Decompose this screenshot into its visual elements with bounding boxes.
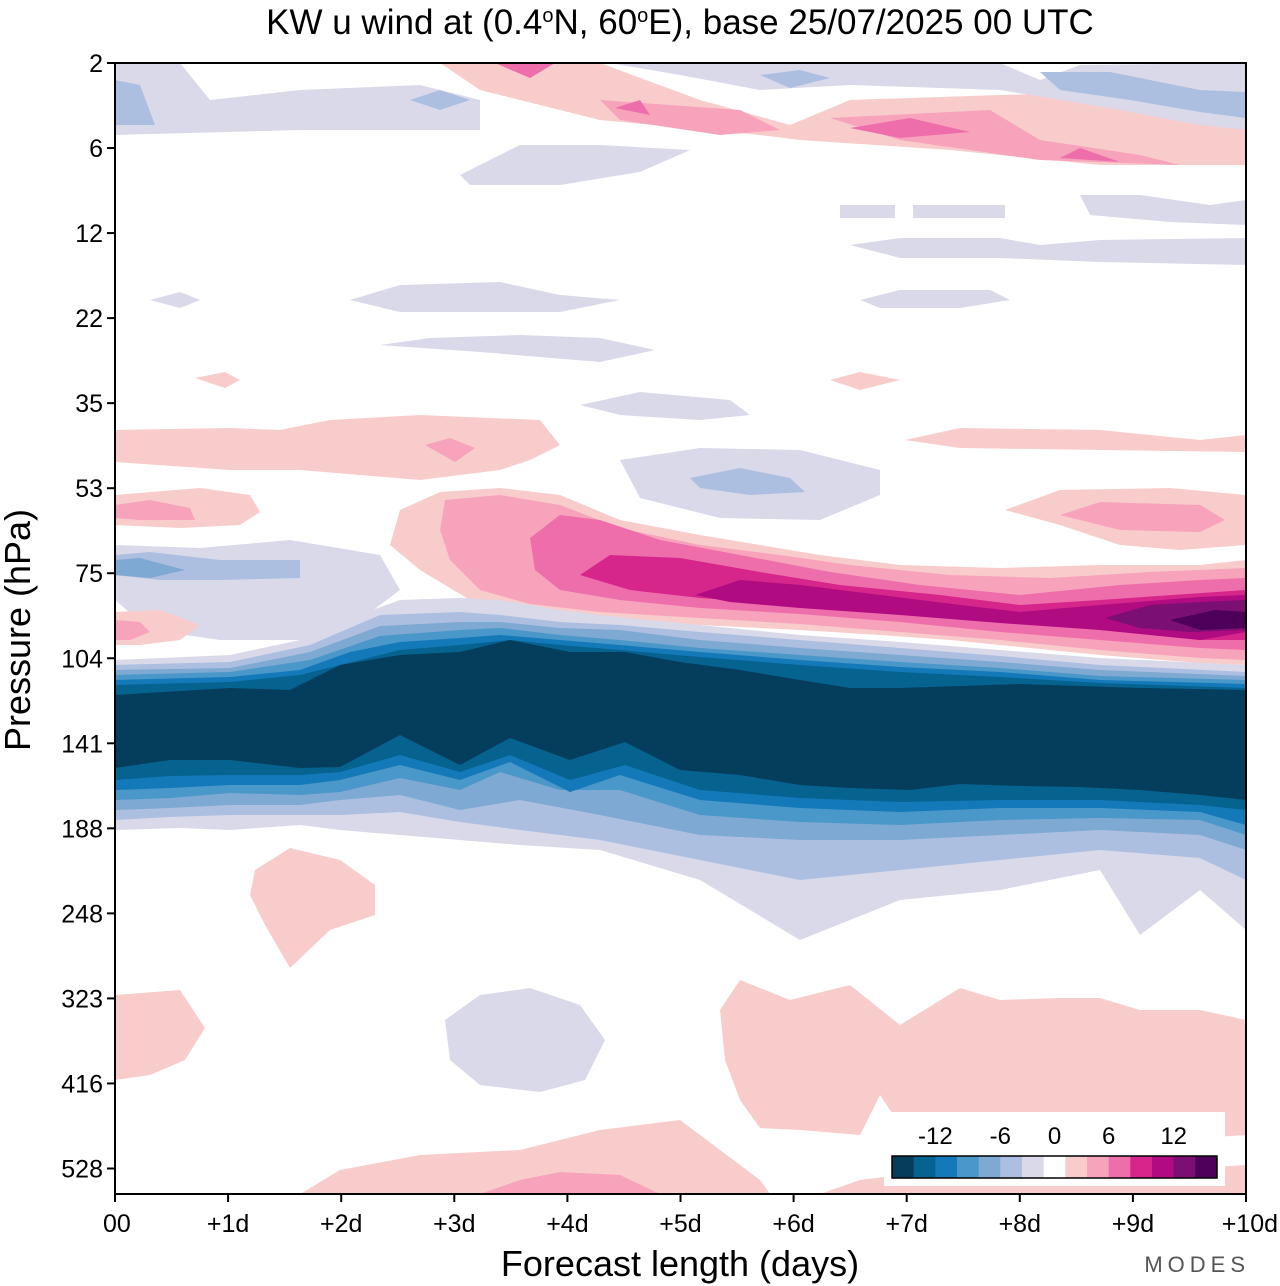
y-tick-label: 53 <box>75 475 103 503</box>
colorbar-swatch <box>892 1156 915 1178</box>
contour-tropo-westerly-4 <box>300 1120 770 1194</box>
contour-tropo-westerly-1 <box>250 848 375 968</box>
y-tick-label: 416 <box>61 1070 103 1098</box>
y-tick-label: 248 <box>61 900 103 928</box>
contour-mid-westerly-1 <box>195 372 240 388</box>
colorbar-swatch <box>957 1156 980 1178</box>
x-tick-label: +1d <box>207 1210 249 1238</box>
contour-upper-easterly-5 <box>760 70 830 88</box>
contour-upper-westerly-7 <box>495 63 555 78</box>
contour-upper-westerly-6 <box>1060 148 1120 162</box>
x-axis: 00 +1d +2d +3d +4d +5d +6d +7d +8d +9d +10d <box>103 1194 1278 1238</box>
colorbar: -12 -6 0 6 12 <box>884 1112 1225 1186</box>
contour-upper-easterly-6 <box>1040 72 1246 118</box>
colorbar-label: 0 <box>1048 1123 1061 1150</box>
x-tick-label: +6d <box>772 1210 814 1238</box>
x-tick-label: +7d <box>885 1210 927 1238</box>
contour-mid-westerly-3 <box>905 428 1246 452</box>
contour-tropo-westerly-3 <box>720 980 1246 1138</box>
contour-mid-easterly-3 <box>150 292 200 308</box>
contour-mid-easterly-2 <box>350 282 620 312</box>
colorbar-swatch <box>1173 1156 1196 1178</box>
colorbar-swatch <box>978 1156 1001 1178</box>
colorbar-label: -12 <box>918 1123 953 1150</box>
y-tick-label: 2 <box>89 50 103 78</box>
colorbar-swatch <box>1087 1156 1110 1178</box>
contour-upper-easterly-7 <box>460 145 690 185</box>
y-tick-label: 323 <box>61 985 103 1013</box>
y-tick-label: 528 <box>61 1155 103 1183</box>
y-tick-label: 6 <box>89 135 103 163</box>
y-tick-label: 22 <box>75 305 103 333</box>
contour-easterly-band-2 <box>690 468 805 495</box>
chart-title: KW u wind at (0.4oN, 60oE), base 25/07/2… <box>266 3 1094 42</box>
colorbar-swatch <box>1043 1156 1066 1178</box>
colorbar-swatch <box>1152 1156 1175 1178</box>
contour-easterly-75-3 <box>115 558 185 578</box>
x-tick-label: +5d <box>659 1210 701 1238</box>
colorbar-swatch <box>1065 1156 1088 1178</box>
contour-upper-westerly-4 <box>850 118 970 138</box>
contour-tropo-easterly-1 <box>445 988 605 1092</box>
y-tick-label: 75 <box>75 560 103 588</box>
x-tick-label: +4d <box>546 1210 588 1238</box>
colorbar-swatch <box>1130 1156 1153 1178</box>
colorbar-swatch <box>1022 1156 1045 1178</box>
contour-westerly-band-2 <box>425 438 475 462</box>
y-axis: 2 6 12 22 35 53 75 104 141 188 248 323 416 528 <box>61 50 115 1183</box>
colorbar-frame <box>891 1155 1218 1179</box>
contour-jet-westerly-7 <box>1170 610 1246 630</box>
colorbar-swatch <box>1000 1156 1023 1178</box>
contour-upper-easterly-2 <box>115 80 155 125</box>
x-tick-label: +2d <box>320 1210 362 1238</box>
contour-mid-easterly-5 <box>380 335 655 362</box>
colorbar-swatch <box>935 1156 958 1178</box>
contour-upper-easterly-8 <box>1080 195 1246 225</box>
contour-upper-easterly-3 <box>410 90 470 110</box>
contour-upper-easterly-9 <box>840 205 895 218</box>
x-tick-label: +3d <box>433 1210 475 1238</box>
contour-tropo-westerly-5 <box>480 1172 660 1194</box>
contour-jet-westerly-5 <box>695 580 1246 640</box>
colorbar-swatch <box>913 1156 936 1178</box>
y-tick-label: 104 <box>61 645 103 673</box>
x-tick-label: 00 <box>103 1210 131 1238</box>
contour-westerly-left-2 <box>115 500 195 520</box>
y-axis-label: Pressure (hPa) <box>0 509 38 751</box>
contour-westerly-88-2 <box>115 620 150 640</box>
contour-upper-westerly-1 <box>440 63 1246 165</box>
contour-upper-easterly-10 <box>913 205 1005 218</box>
contour-mid-easterly-4 <box>860 290 1010 308</box>
y-tick-label: 35 <box>75 390 103 418</box>
contour-westerly-right-2 <box>1060 502 1225 532</box>
colorbar-label: 6 <box>1102 1123 1115 1150</box>
colorbar-swatch <box>1195 1156 1218 1178</box>
x-tick-label: +8d <box>999 1210 1041 1238</box>
contour-mid-easterly-6 <box>580 392 750 420</box>
contour-upper-easterly-1 <box>115 63 480 135</box>
plot-area <box>115 63 1246 1194</box>
modes-watermark: MODES <box>1144 1252 1250 1277</box>
contour-tropo-westerly-2 <box>115 990 205 1080</box>
y-tick-label: 12 <box>75 220 103 248</box>
x-tick-label: +9d <box>1112 1210 1154 1238</box>
contour-jet-easterly-core <box>115 640 1246 800</box>
contour-mid-easterly-1 <box>850 238 1246 265</box>
y-tick-label: 188 <box>61 815 103 843</box>
contour-mid-westerly-2 <box>830 372 900 390</box>
colorbar-label: 12 <box>1160 1123 1187 1150</box>
colorbar-label: -6 <box>990 1123 1011 1150</box>
colorbar-swatch <box>1108 1156 1131 1178</box>
x-axis-label: Forecast length (days) <box>501 1243 859 1284</box>
contour-upper-westerly-5 <box>615 100 650 115</box>
contour-westerly-band-1 <box>115 415 560 480</box>
y-tick-label: 141 <box>61 730 103 758</box>
x-tick-label: +10d <box>1222 1210 1278 1238</box>
